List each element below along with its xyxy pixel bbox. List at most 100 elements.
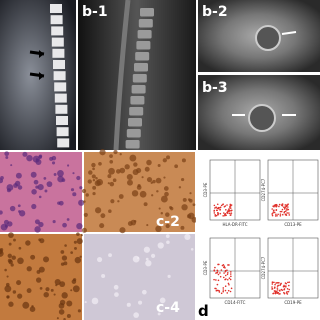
cell xyxy=(145,257,149,261)
event xyxy=(216,203,219,206)
cell xyxy=(146,224,149,227)
panel-label: b-3 xyxy=(202,80,228,96)
cell xyxy=(29,306,36,313)
cell xyxy=(31,189,37,195)
vertebra xyxy=(50,4,62,13)
cell xyxy=(146,159,152,166)
event xyxy=(226,292,229,294)
event xyxy=(287,206,289,208)
cell xyxy=(61,255,68,261)
cell xyxy=(13,238,16,242)
cell xyxy=(63,317,66,320)
cell xyxy=(187,198,191,202)
cell xyxy=(26,266,32,272)
x-axis-label: HLA-DR-FITC xyxy=(222,222,247,227)
cell xyxy=(92,179,96,182)
cell xyxy=(143,246,150,253)
cell xyxy=(95,176,98,180)
cell xyxy=(4,268,7,272)
cell xyxy=(73,240,77,244)
vertebra xyxy=(54,93,67,103)
event xyxy=(274,290,277,293)
event xyxy=(271,208,274,210)
vertebra xyxy=(137,30,152,39)
vertebra xyxy=(53,60,65,69)
vertebra xyxy=(125,140,140,149)
cell xyxy=(182,197,187,202)
cell xyxy=(132,255,140,263)
event xyxy=(275,213,277,216)
cell xyxy=(145,260,152,267)
cell xyxy=(167,274,171,279)
event xyxy=(273,287,276,289)
cell xyxy=(52,219,56,224)
cell xyxy=(8,242,12,246)
event xyxy=(224,285,227,288)
cell xyxy=(6,188,11,193)
cell xyxy=(178,186,182,189)
x-axis-label: CD14-FITC xyxy=(225,300,246,305)
event xyxy=(217,279,220,282)
cell xyxy=(155,225,162,233)
cell xyxy=(74,246,77,250)
cell xyxy=(81,227,87,233)
cell xyxy=(64,244,67,247)
cell xyxy=(166,240,170,245)
cell xyxy=(59,281,66,288)
cell xyxy=(151,194,154,197)
cell xyxy=(46,181,53,188)
cell xyxy=(72,285,80,293)
event xyxy=(224,278,226,281)
event xyxy=(226,211,229,213)
cell xyxy=(119,153,122,156)
vertebra xyxy=(53,71,66,81)
cell xyxy=(76,222,83,230)
cell xyxy=(66,300,73,307)
cell xyxy=(109,159,114,164)
event xyxy=(227,208,230,210)
event xyxy=(272,292,274,295)
cell xyxy=(160,212,164,215)
cell xyxy=(25,240,31,246)
event xyxy=(222,290,225,293)
cell xyxy=(131,190,139,197)
cell xyxy=(139,190,147,198)
y-axis-label: CD274-PC7 xyxy=(261,256,266,279)
event xyxy=(226,272,229,274)
event xyxy=(286,209,288,211)
cell xyxy=(63,261,68,266)
cell xyxy=(79,255,82,258)
cell xyxy=(0,250,4,257)
panel-label: b-2 xyxy=(202,4,228,20)
event xyxy=(227,289,230,292)
cell xyxy=(26,154,33,162)
event xyxy=(216,283,219,286)
cell xyxy=(107,174,112,179)
event xyxy=(274,205,277,207)
event xyxy=(223,272,225,274)
cell xyxy=(7,221,13,227)
event xyxy=(219,206,222,209)
cell xyxy=(187,212,195,220)
cell xyxy=(43,177,47,180)
event xyxy=(229,290,232,293)
cell xyxy=(17,204,21,208)
vertebra xyxy=(134,63,148,72)
cell xyxy=(57,175,64,183)
cell xyxy=(108,167,115,175)
cell xyxy=(83,212,88,217)
cell xyxy=(124,164,130,170)
event xyxy=(279,284,281,287)
flow-plots: CD3-PE HLA-DR-FITC CD274-PC7 CD13-PE CD3-PE C… xyxy=(203,159,319,305)
event xyxy=(220,204,223,207)
event xyxy=(283,208,286,210)
event xyxy=(229,205,231,208)
cell xyxy=(157,312,161,316)
cell xyxy=(77,309,81,313)
event xyxy=(283,206,285,209)
cell xyxy=(96,178,104,186)
event xyxy=(217,206,220,209)
panel-label: b-1 xyxy=(82,4,108,20)
x-axis-label: CD13-PE xyxy=(284,222,302,227)
event xyxy=(226,278,229,281)
